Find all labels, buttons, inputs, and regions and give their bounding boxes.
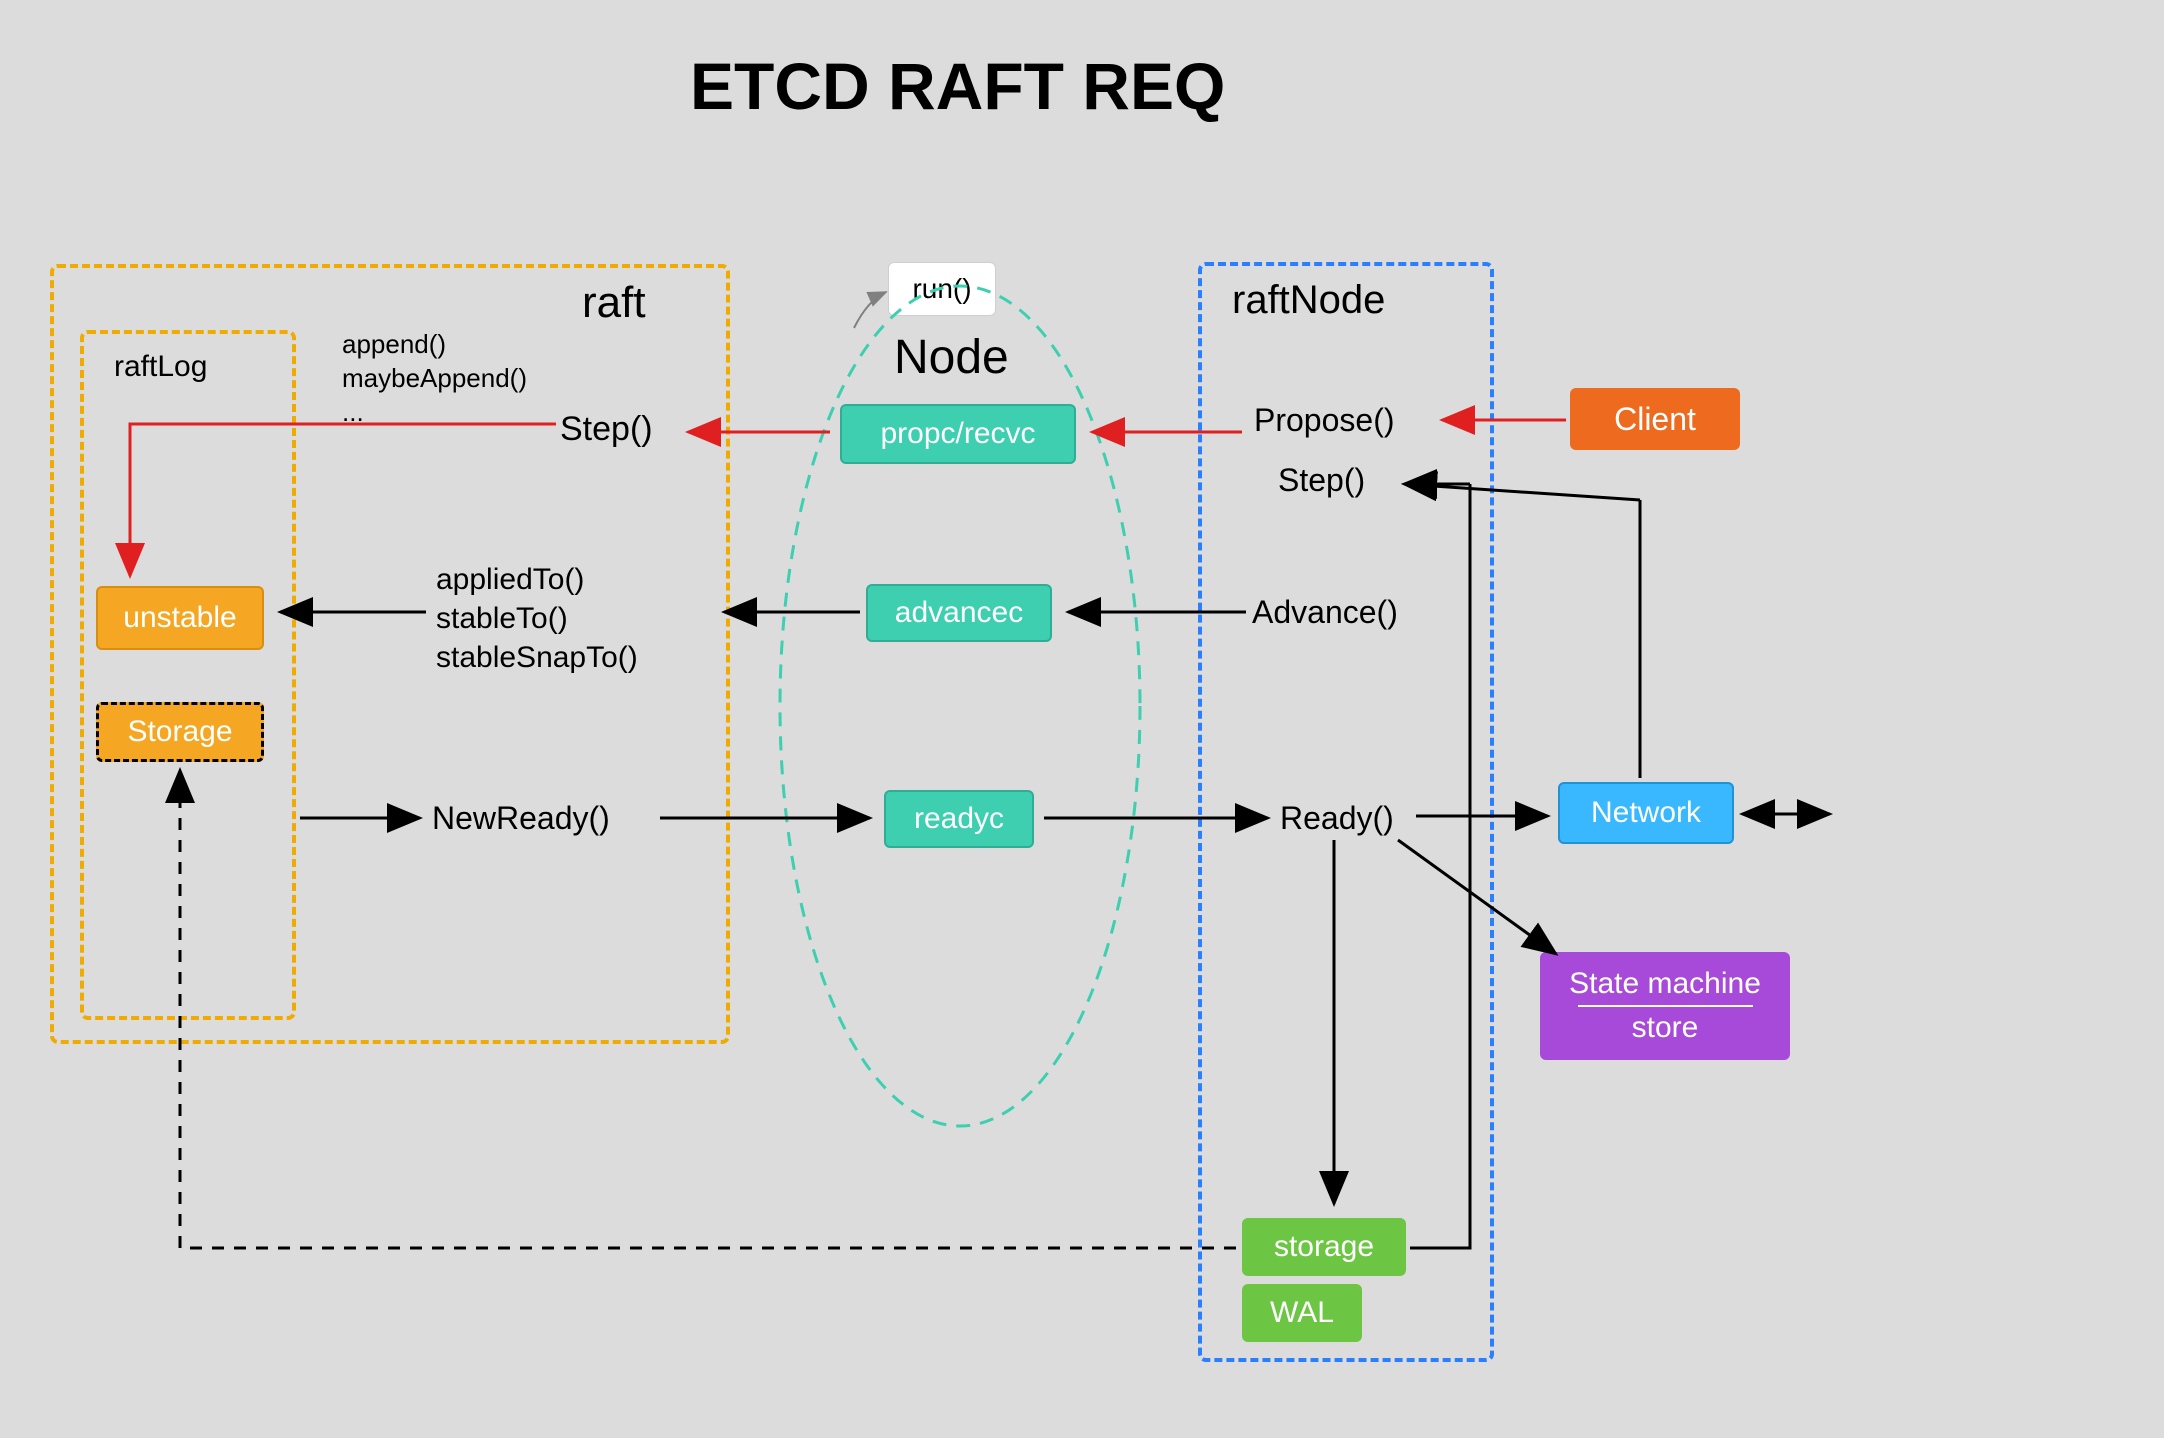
append-methods: append() maybeAppend() ... xyxy=(342,328,527,429)
raft-label: raft xyxy=(582,278,646,328)
step-label: Step() xyxy=(560,410,653,449)
node-label: Node xyxy=(894,330,1009,385)
advance-label: Advance() xyxy=(1252,594,1398,631)
page-title: ETCD RAFT REQ xyxy=(690,48,1225,124)
statemachine-divider xyxy=(1578,1005,1753,1007)
raftnode-label: raftNode xyxy=(1232,278,1385,323)
applied-line3: stableSnapTo() xyxy=(436,638,638,677)
ready-label: Ready() xyxy=(1280,800,1394,837)
raftlog-label: raftLog xyxy=(114,350,207,384)
wal-box: WAL xyxy=(1242,1284,1362,1342)
network-box: Network xyxy=(1558,782,1734,844)
applied-methods: appliedTo() stableTo() stableSnapTo() xyxy=(436,560,638,677)
step2-label: Step() xyxy=(1278,462,1365,499)
append-line2: maybeAppend() xyxy=(342,362,527,396)
ellipse-to-run-arrow xyxy=(854,292,886,328)
append-line1: append() xyxy=(342,328,446,362)
storage-raftnode-box: storage xyxy=(1242,1218,1406,1276)
applied-line1: appliedTo() xyxy=(436,560,584,599)
propose-label: Propose() xyxy=(1254,402,1395,439)
client-box: Client xyxy=(1570,388,1740,450)
run-box: run() xyxy=(888,262,996,316)
propc-box: propc/recvc xyxy=(840,404,1076,464)
append-line3: ... xyxy=(342,396,364,430)
statemachine-line2: store xyxy=(1632,1011,1699,1045)
readyc-box: readyc xyxy=(884,790,1034,848)
storage-raftlog-box: Storage xyxy=(96,702,264,762)
advancec-box: advancec xyxy=(866,584,1052,642)
applied-line2: stableTo() xyxy=(436,599,568,638)
diagram-canvas: ETCD RAFT REQ raft raftLog raftNode Node… xyxy=(0,0,2164,1438)
unstable-box: unstable xyxy=(96,586,264,650)
statemachine-box: State machine store xyxy=(1540,952,1790,1060)
statemachine-line1: State machine xyxy=(1569,967,1761,1001)
raftlog-container xyxy=(80,330,296,1020)
newready-label: NewReady() xyxy=(432,800,610,837)
